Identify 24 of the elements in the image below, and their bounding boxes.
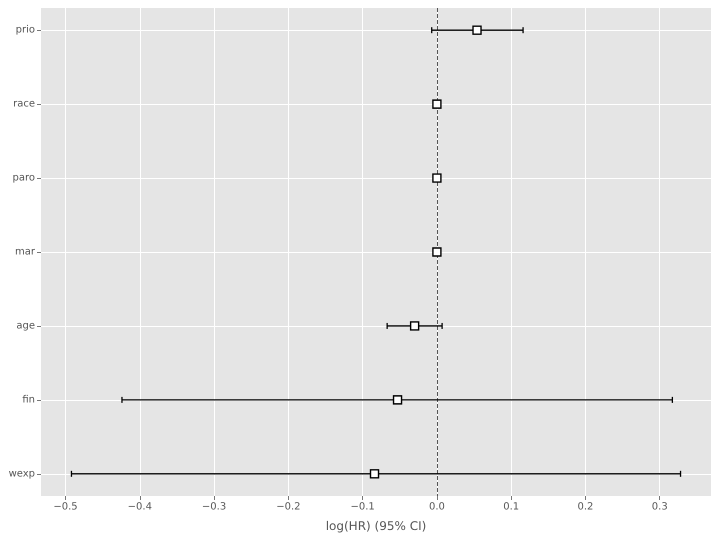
y-tick-label: race xyxy=(13,98,35,110)
x-tick-label: 0.2 xyxy=(578,502,594,512)
point xyxy=(370,469,380,479)
y-tick-label: fin xyxy=(22,394,35,406)
x-tick-label: −0.4 xyxy=(128,502,152,512)
x-tick-label: −0.1 xyxy=(350,502,375,512)
x-tick-label: 0.3 xyxy=(652,502,668,512)
x-tick-label: 0.1 xyxy=(503,502,520,512)
x-axis-title: log(HR) (95% CI) xyxy=(326,519,426,533)
y-tick-label: prio xyxy=(16,24,35,36)
point xyxy=(432,173,442,183)
y-tick-label: wexp xyxy=(8,468,35,480)
x-tick-label: −0.3 xyxy=(202,502,226,512)
x-tick-label: −0.5 xyxy=(53,502,78,512)
point xyxy=(432,247,442,257)
y-tick-label: mar xyxy=(15,246,36,258)
y-tick-label: age xyxy=(16,320,35,332)
y-tick-label: paro xyxy=(12,172,35,184)
x-tick-label: 0.0 xyxy=(428,502,445,512)
point xyxy=(410,321,420,331)
point xyxy=(432,99,442,109)
point xyxy=(392,395,402,405)
point xyxy=(472,25,482,35)
x-tick-label: −0.2 xyxy=(276,502,300,512)
